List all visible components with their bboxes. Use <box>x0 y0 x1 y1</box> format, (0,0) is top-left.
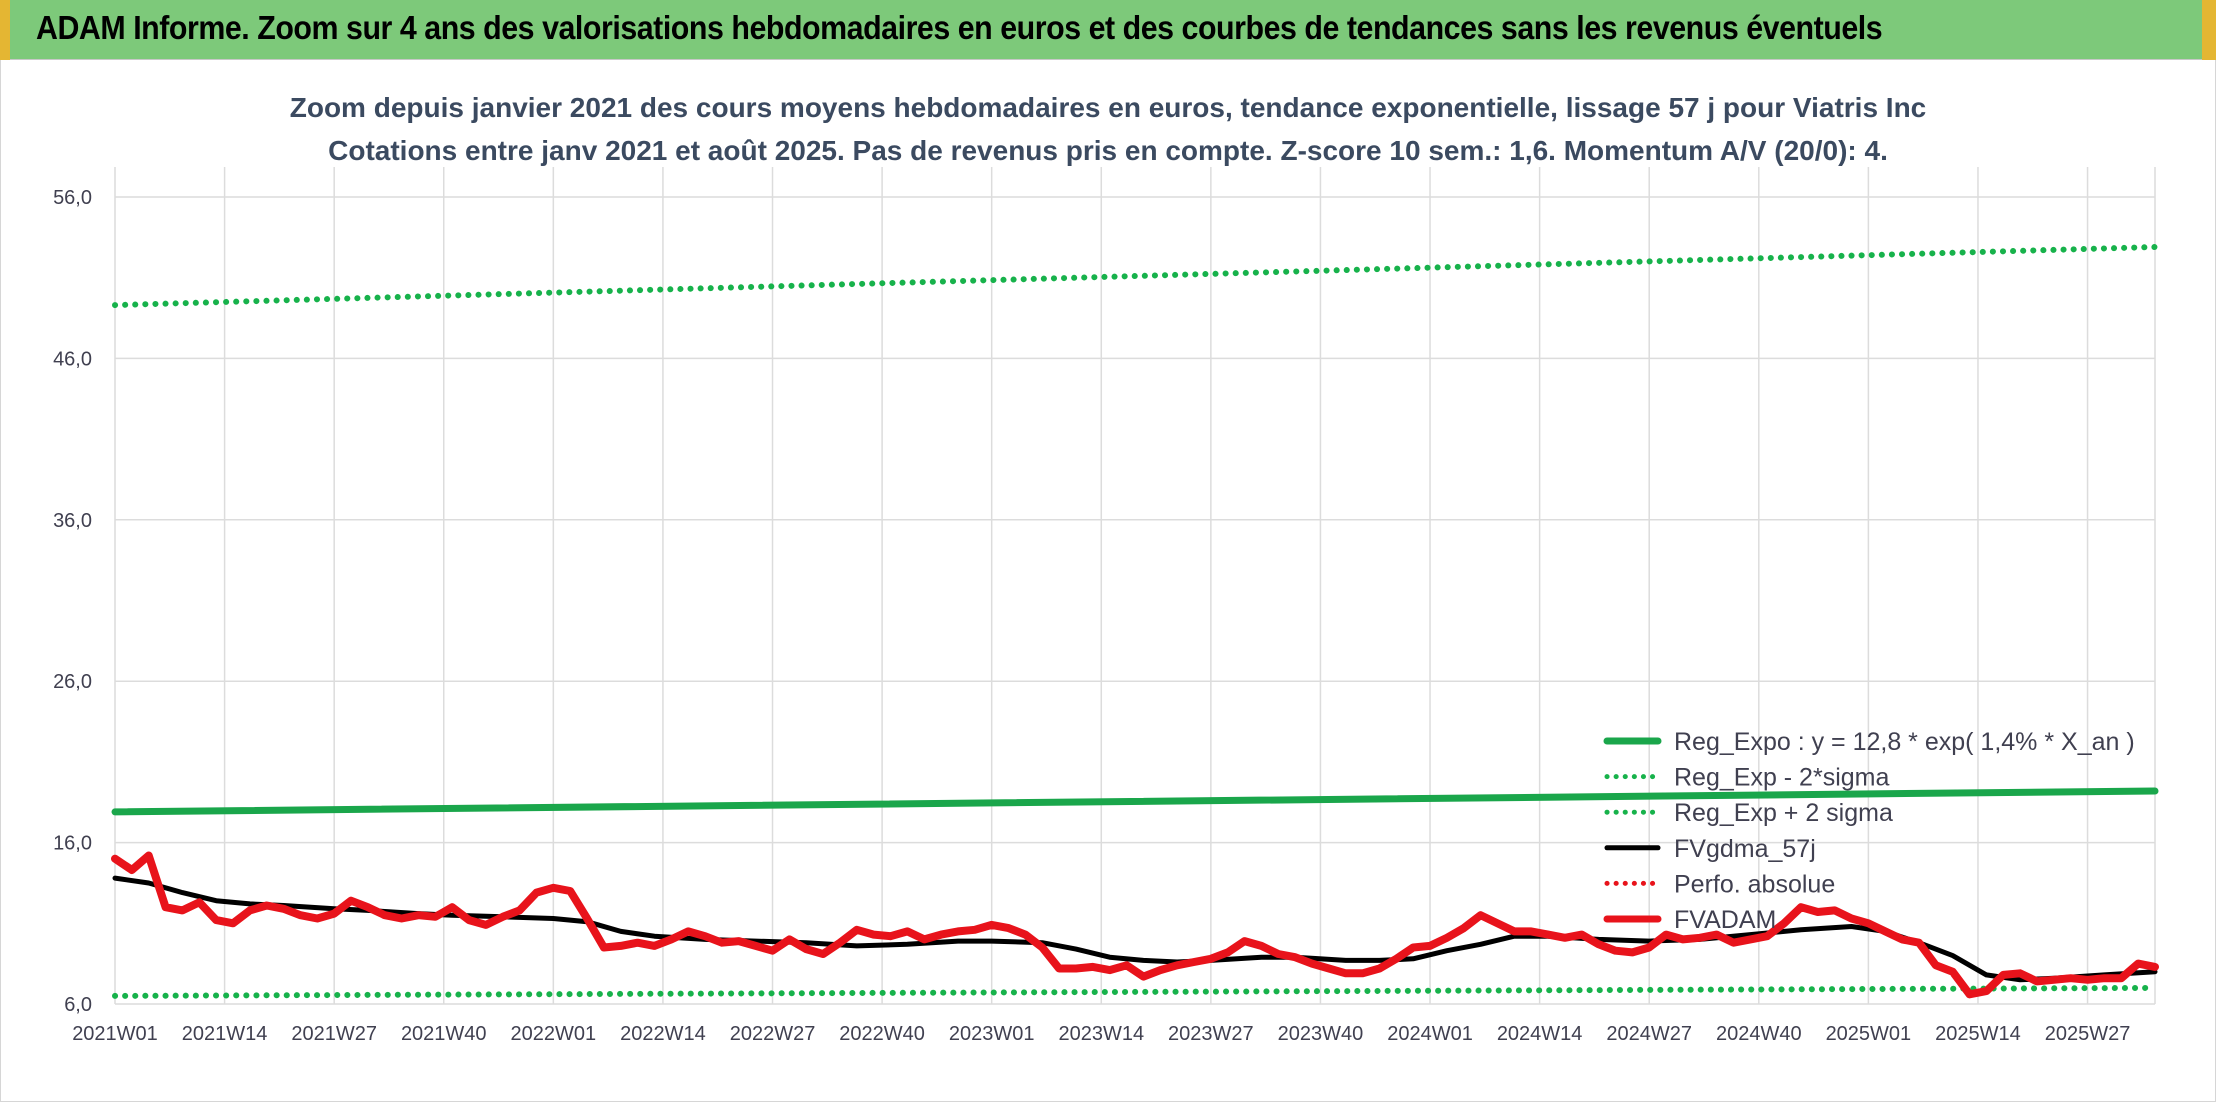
y-tick-label: 36,0 <box>53 510 92 532</box>
chart-title-line-2: Cotations entre janv 2021 et août 2025. … <box>328 135 1888 166</box>
x-tick-label: 2025W01 <box>1826 1023 1912 1045</box>
chart-grid <box>114 167 2156 1005</box>
x-tick-label: 2022W40 <box>839 1023 925 1045</box>
x-tick-label: 2024W01 <box>1387 1023 1473 1045</box>
x-tick-label: 2024W27 <box>1606 1023 1692 1045</box>
report-title: ADAM Informe. Zoom sur 4 ans des valoris… <box>36 9 1883 46</box>
x-tick-label: 2025W27 <box>2045 1023 2131 1045</box>
x-axis-ticks: 2021W01 2021W14 2021W27 2021W40 2022W01 2022W… <box>72 1023 2130 1045</box>
x-tick-label: 2025W14 <box>1935 1023 2021 1045</box>
x-tick-label: 2021W40 <box>401 1023 487 1045</box>
chart-legend: Reg_Expo : y = 12,8 * exp( 1,4% * X_an )… <box>1603 728 2135 934</box>
x-tick-label: 2021W14 <box>182 1023 268 1045</box>
x-tick-label: 2024W14 <box>1497 1023 1583 1045</box>
x-tick-label: 2022W14 <box>620 1023 706 1045</box>
report-banner: ADAM Informe. Zoom sur 4 ans des valoris… <box>0 0 2216 60</box>
x-tick-label: 2024W40 <box>1716 1023 1802 1045</box>
y-axis-ticks: 6,0 16,0 26,0 36,0 46,0 56,0 <box>53 187 92 1016</box>
y-tick-label: 6,0 <box>64 994 92 1016</box>
series-line-smooth <box>112 875 2158 983</box>
banner-accent-left <box>0 0 10 60</box>
series-line-price <box>111 851 2159 999</box>
series-line-band <box>112 984 2158 999</box>
x-tick-label: 2022W01 <box>511 1023 597 1045</box>
x-tick-label: 2023W01 <box>949 1023 1035 1045</box>
legend-label: Reg_Exp + 2 sigma <box>1674 799 1893 827</box>
series-line-band <box>112 244 2158 309</box>
legend-label: Reg_Exp - 2*sigma <box>1674 764 1889 792</box>
legend-label: Perfo. absolue <box>1674 870 1835 898</box>
x-tick-label: 2022W27 <box>730 1023 816 1045</box>
y-tick-label: 16,0 <box>53 833 92 855</box>
legend-label: FVgdma_57j <box>1674 835 1816 863</box>
y-tick-label: 26,0 <box>53 671 92 693</box>
series-line-trend <box>111 787 2159 816</box>
banner-accent-right <box>2202 0 2216 60</box>
x-tick-label: 2023W14 <box>1058 1023 1144 1045</box>
legend-label: Reg_Expo : y = 12,8 * exp( 1,4% * X_an ) <box>1674 728 2135 756</box>
x-tick-label: 2023W40 <box>1278 1023 1364 1045</box>
y-tick-label: 46,0 <box>53 348 92 370</box>
chart-series <box>111 244 2159 999</box>
y-tick-label: 56,0 <box>53 187 92 209</box>
legend-label: FVADAM <box>1674 906 1776 934</box>
x-tick-label: 2021W01 <box>72 1023 158 1045</box>
chart-title-line-1: Zoom depuis janvier 2021 des cours moyen… <box>290 92 1927 123</box>
x-tick-label: 2023W27 <box>1168 1023 1254 1045</box>
x-tick-label: 2021W27 <box>291 1023 377 1045</box>
